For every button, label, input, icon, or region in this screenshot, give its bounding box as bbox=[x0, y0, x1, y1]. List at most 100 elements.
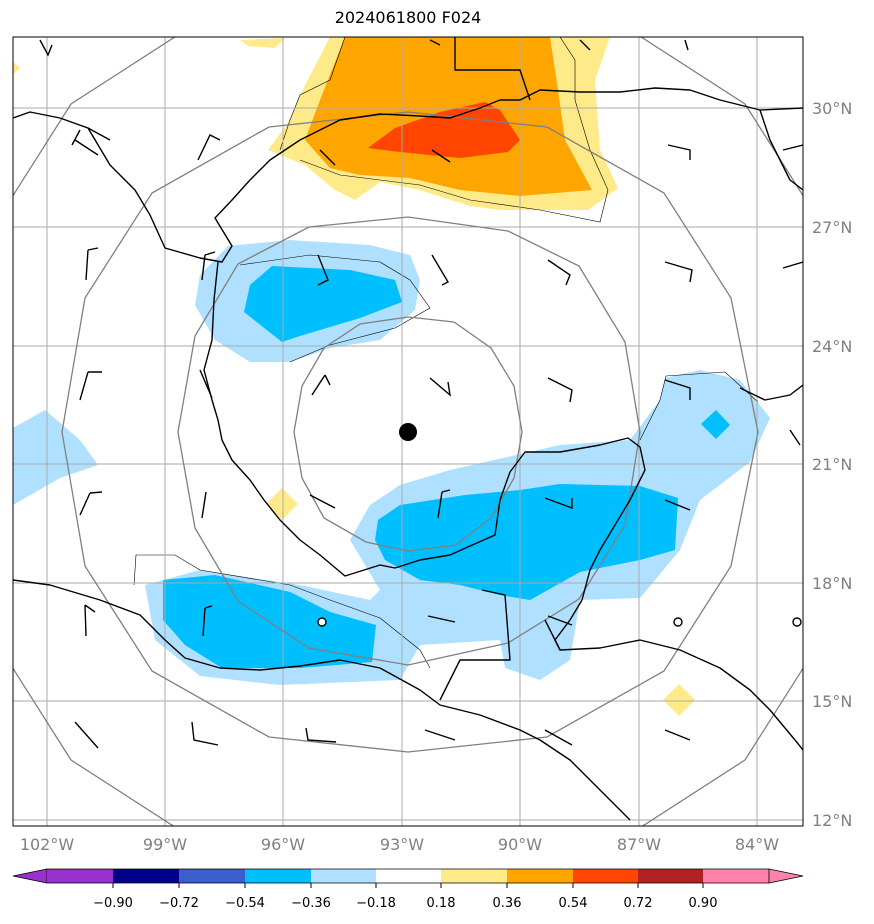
calm-circle bbox=[317, 617, 327, 627]
colorbar-segment bbox=[507, 869, 573, 883]
range-ring-1 bbox=[293, 316, 523, 552]
contour-line-north bbox=[279, 37, 609, 223]
lat-tick-label: 21°N bbox=[812, 455, 852, 474]
lat-tick-label: 12°N bbox=[812, 811, 852, 830]
wind-barb bbox=[429, 377, 451, 397]
coastline-pacific bbox=[13, 579, 631, 821]
wind-barb bbox=[74, 721, 99, 749]
positive-anomaly-yellow-small bbox=[240, 38, 285, 48]
colorbar-segment bbox=[573, 869, 638, 883]
lon-tick-labels: 102°W 99°W 96°W 93°W 90°W 87°W 84°W bbox=[20, 835, 779, 854]
colorbar-segment bbox=[47, 869, 113, 883]
lon-tick-label: 84°W bbox=[735, 835, 779, 854]
wind-barbs bbox=[39, 39, 803, 749]
wind-barb bbox=[71, 129, 99, 156]
wind-barb bbox=[309, 494, 336, 509]
positive-anomaly-yellow-west bbox=[13, 62, 20, 75]
contour-line-south bbox=[133, 554, 431, 669]
colorbar-frame bbox=[47, 868, 769, 884]
lat-tick-label: 15°N bbox=[812, 692, 852, 711]
wind-barb bbox=[319, 149, 451, 166]
wind-barb bbox=[789, 429, 801, 446]
negative-anomaly-blue-south bbox=[375, 484, 678, 600]
contour-line-gulf bbox=[239, 254, 431, 363]
coastline-cuba bbox=[739, 384, 803, 401]
calm-markers bbox=[317, 617, 802, 627]
range-ring-3 bbox=[61, 111, 759, 753]
wind-barb bbox=[667, 144, 691, 160]
range-ring-2 bbox=[177, 216, 641, 666]
border-central-america bbox=[439, 589, 561, 701]
wind-barb bbox=[427, 615, 456, 623]
lat-tick-label: 18°N bbox=[812, 574, 852, 593]
coastline-florida bbox=[759, 109, 803, 191]
colorbar-ticks bbox=[112, 883, 704, 888]
wind-barb bbox=[664, 499, 691, 511]
wind-barb bbox=[201, 491, 207, 519]
colorbar-tick-label: 0.72 bbox=[624, 896, 653, 911]
negative-anomaly-light-west bbox=[13, 410, 98, 505]
colorbar-extend-high bbox=[768, 868, 804, 884]
colorbar-segment bbox=[376, 869, 441, 883]
calm-circle bbox=[673, 617, 683, 627]
wind-barb bbox=[664, 729, 691, 741]
wind-barb bbox=[84, 604, 96, 637]
lon-tick-label: 87°W bbox=[617, 835, 661, 854]
colorbar-segment bbox=[311, 869, 376, 883]
wind-barb bbox=[547, 377, 573, 403]
colorbar-extend-low bbox=[12, 868, 48, 884]
colorbar-segment bbox=[703, 869, 769, 883]
colorbar-tick-label: −0.54 bbox=[225, 896, 265, 911]
wind-barb bbox=[782, 144, 803, 151]
wind-barb bbox=[201, 251, 216, 281]
wind-barb bbox=[79, 371, 102, 401]
colorbar: −0.90 −0.72 −0.54 −0.36 −0.18 0.18 0.36 … bbox=[12, 868, 804, 911]
lat-tick-label: 30°N bbox=[812, 99, 852, 118]
colorbar-segment bbox=[638, 869, 703, 883]
wind-barb bbox=[547, 259, 571, 286]
lon-tick-label: 99°W bbox=[143, 835, 187, 854]
colorbar-tick-label: 0.90 bbox=[689, 896, 718, 911]
anomaly-contour-lines bbox=[133, 37, 759, 669]
map-plot-area bbox=[13, 37, 803, 826]
wind-barb bbox=[544, 497, 573, 510]
wind-barb bbox=[429, 39, 689, 51]
colorbar-segment bbox=[113, 869, 179, 883]
wind-barb bbox=[197, 134, 221, 161]
wind-barb bbox=[79, 491, 103, 516]
wind-barb bbox=[311, 374, 331, 396]
wind-barb bbox=[191, 721, 219, 746]
storm-center-marker bbox=[399, 423, 417, 441]
wind-barb bbox=[664, 379, 691, 400]
wind-barb bbox=[547, 615, 573, 626]
colorbar-segment bbox=[441, 869, 507, 883]
coastline-central-america bbox=[554, 599, 803, 751]
wind-barb bbox=[664, 261, 693, 283]
colorbar-tick-label: −0.90 bbox=[93, 896, 133, 911]
wind-barb bbox=[199, 369, 213, 399]
wind-barb bbox=[305, 727, 337, 743]
colorbar-tick-label: 0.18 bbox=[427, 896, 456, 911]
colorbar-tick-label: 0.54 bbox=[559, 896, 588, 911]
wind-barb bbox=[202, 605, 213, 637]
wind-barb bbox=[782, 261, 803, 269]
colorbar-tick-label: −0.36 bbox=[291, 896, 331, 911]
colorbar-tick-label: −0.72 bbox=[159, 896, 199, 911]
lat-tick-labels: 30°N 27°N 24°N 21°N 18°N 15°N 12°N bbox=[812, 99, 852, 830]
negative-anomaly-blue-east bbox=[701, 410, 730, 439]
border-us-mexico bbox=[87, 37, 531, 141]
lon-tick-label: 102°W bbox=[20, 835, 75, 854]
wind-barb bbox=[431, 254, 449, 286]
lat-tick-label: 27°N bbox=[812, 218, 852, 237]
colorbar-segment bbox=[245, 869, 311, 883]
positive-anomaly-yellow-dot2 bbox=[663, 684, 695, 716]
contour-line-east bbox=[639, 371, 759, 441]
calm-circle bbox=[792, 617, 802, 627]
colorbar-tick-label: −0.18 bbox=[356, 896, 396, 911]
wind-barb bbox=[424, 729, 456, 741]
colorbar-tick-label: 0.36 bbox=[493, 896, 522, 911]
positive-anomaly-red bbox=[368, 102, 520, 158]
map-title: 2024061800 F024 bbox=[334, 8, 482, 27]
coastline-mexico-east bbox=[203, 261, 646, 601]
lon-tick-label: 93°W bbox=[380, 835, 424, 854]
